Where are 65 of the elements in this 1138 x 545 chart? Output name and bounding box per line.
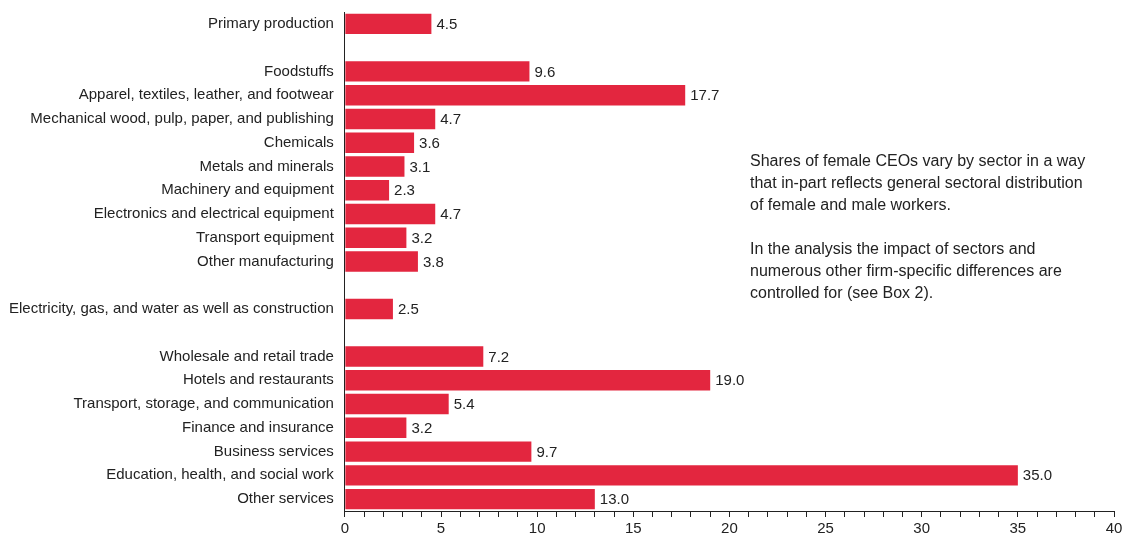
- y-tick-label: Hotels and restaurants: [182, 370, 334, 388]
- x-tick-label: 15: [624, 519, 642, 537]
- x-tick-label: 10: [528, 519, 546, 537]
- bar: [345, 370, 711, 391]
- x-tick-label: 40: [1105, 519, 1123, 537]
- data-label: 7.2: [488, 347, 510, 365]
- bar: [345, 132, 415, 153]
- bar: [345, 251, 418, 272]
- annotation: Shares of female CEOs vary by sector in a way that in-part reflects general sectoral distribution of female and male workers.: [750, 151, 1087, 215]
- bar: [345, 180, 390, 201]
- data-label: 13.0: [599, 490, 630, 508]
- data-label: 17.7: [690, 86, 720, 104]
- bar: [345, 393, 449, 415]
- bar: [345, 346, 484, 367]
- data-label: 5.4: [453, 395, 475, 413]
- x-tick-label: 35: [1009, 519, 1027, 537]
- y-tick-label: Transport equipment: [196, 227, 335, 245]
- data-label: 2.3: [394, 181, 415, 199]
- y-tick-label: Education, health, and social work: [106, 465, 335, 483]
- bar: [345, 441, 532, 462]
- y-tick-label: Primary production: [207, 14, 334, 32]
- data-label: 3.1: [409, 157, 431, 175]
- data-label: 4.7: [440, 205, 462, 223]
- y-tick-label: Chemicals: [263, 132, 334, 150]
- bar: [345, 227, 407, 248]
- data-label: 4.7: [440, 110, 462, 128]
- y-tick-label: Machinery and equipment: [161, 180, 335, 198]
- data-label: 3.6: [419, 133, 440, 151]
- data-label: 19.0: [715, 371, 745, 389]
- x-tick-label: 20: [721, 519, 738, 537]
- x-tick-label: 30: [913, 519, 931, 537]
- y-tick-label: Foodstuffs: [264, 61, 334, 79]
- y-tick-label: Transport, storage, and communication: [73, 394, 334, 412]
- bar: [345, 298, 393, 320]
- bar: [345, 61, 530, 82]
- y-tick-label: Mechanical wood, pulp, paper, and publishing: [30, 109, 334, 127]
- annotation: In the analysis the impact of sectors and numerous other firm-specific differences are controlled for (see Box 2).: [750, 239, 1063, 303]
- data-label: 3.2: [411, 418, 433, 436]
- data-label: 35.0: [1022, 466, 1053, 484]
- x-tick-label: 0: [340, 519, 350, 537]
- bar: [345, 13, 432, 35]
- bar: [345, 156, 405, 177]
- y-tick-label: Business services: [213, 441, 334, 459]
- data-label: 3.8: [422, 252, 444, 270]
- bar: [345, 84, 686, 106]
- data-label: 9.7: [536, 442, 558, 460]
- y-tick-label: Metals and minerals: [199, 156, 334, 174]
- bar: [345, 203, 436, 225]
- data-label: 2.5: [397, 300, 419, 318]
- data-label: 9.6: [534, 62, 556, 80]
- bar: [345, 488, 595, 510]
- data-label: 4.5: [436, 15, 458, 33]
- y-tick-label: Apparel, textiles, leather, and footwear: [78, 85, 334, 103]
- y-tick-label: Other manufacturing: [197, 251, 334, 269]
- y-tick-label: Finance and insurance: [182, 417, 334, 435]
- y-tick-label: Other services: [237, 489, 334, 507]
- bar: [345, 417, 407, 439]
- x-tick-label: 5: [436, 519, 446, 537]
- y-tick-label: Electronics and electrical equipment: [93, 204, 335, 222]
- x-tick-label: 25: [817, 519, 834, 537]
- bar: [345, 465, 1018, 486]
- bar: [345, 108, 436, 130]
- y-tick-label: Wholesale and retail trade: [159, 346, 334, 364]
- data-label: 3.2: [411, 228, 433, 246]
- y-tick-label: Electricity, gas, and water as well as construction: [9, 299, 334, 317]
